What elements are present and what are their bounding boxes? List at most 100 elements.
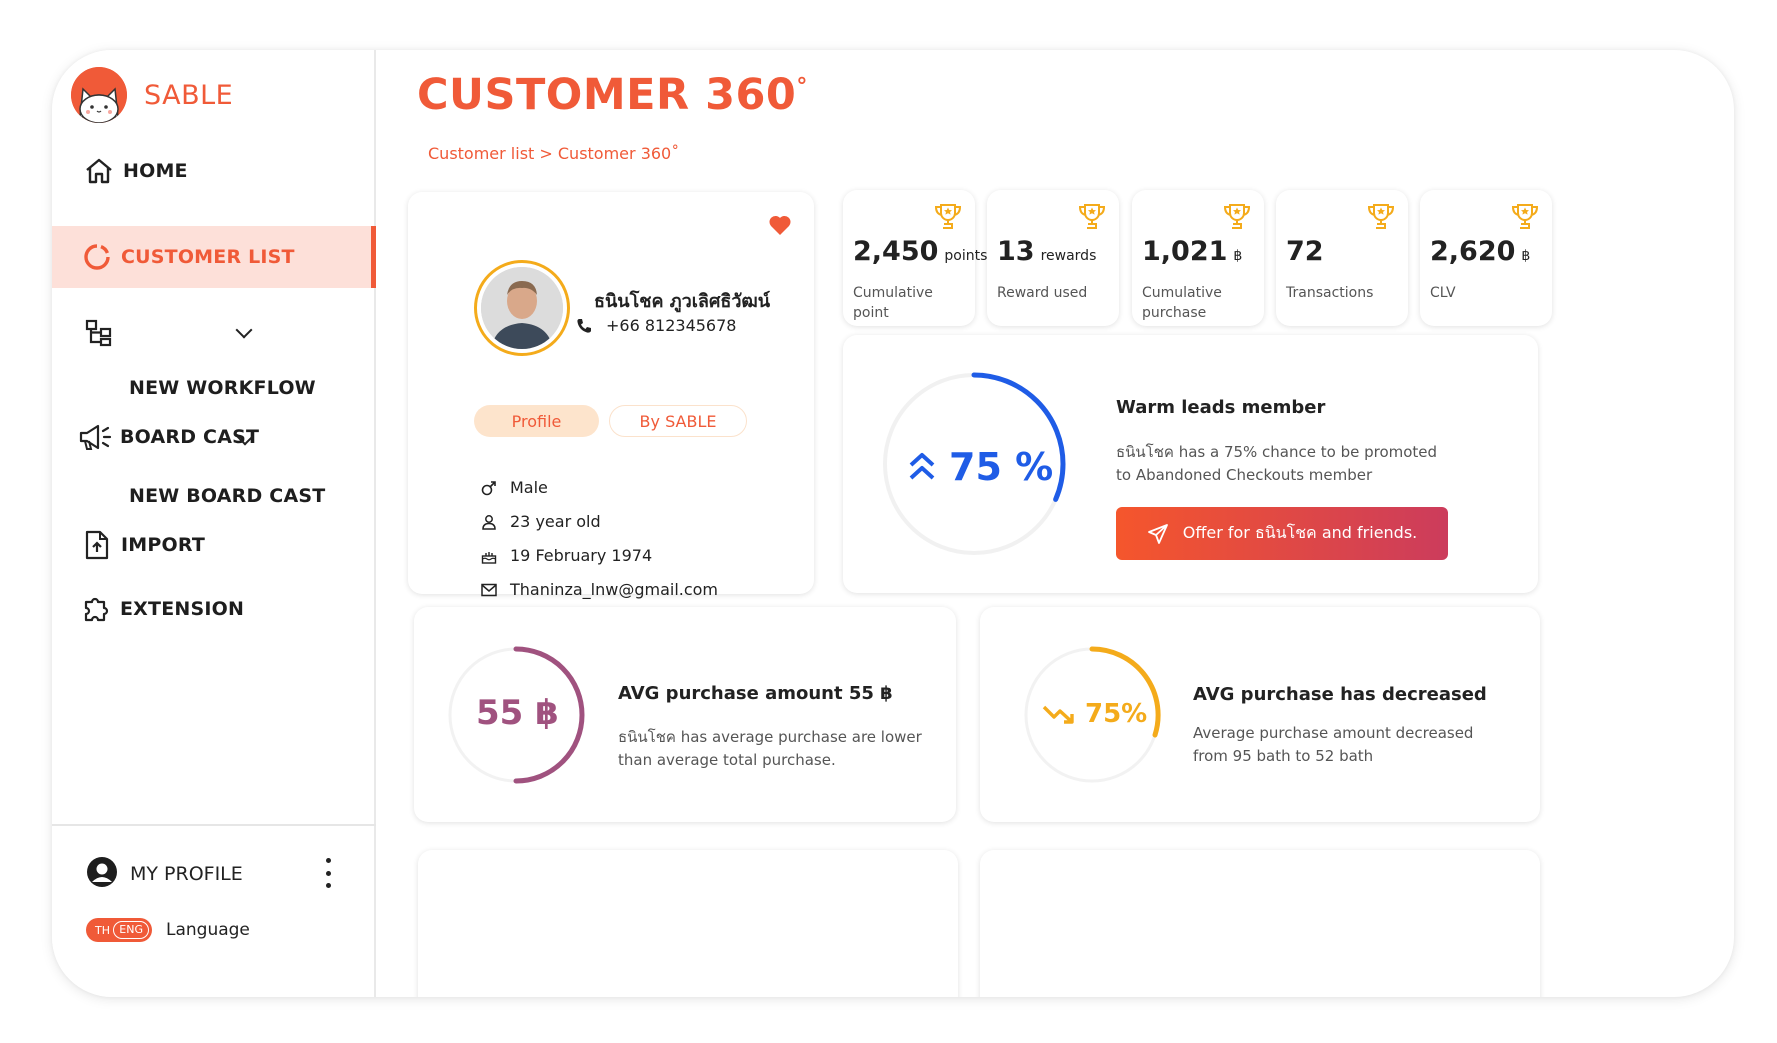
avatar	[474, 260, 570, 356]
stat-unit: ฿	[1521, 248, 1531, 264]
avg-decrease-card: 75% AVG purchase has decreased Average p…	[980, 607, 1540, 822]
file-upload-icon	[80, 528, 114, 562]
trophy-icon	[934, 204, 962, 229]
avg-amount-card: 55 ฿ AVG purchase amount 55 ฿ ธนินโชค ha…	[414, 607, 956, 822]
offer-button-label: Offer for ธนินโชค and friends.	[1182, 523, 1418, 542]
app-window: SABLE HOME CUSTOMER LIST NEW WORKFLOW	[52, 50, 1734, 997]
male-icon	[480, 479, 498, 497]
email-row: Thaninza_lnw@gmail.com	[480, 580, 718, 599]
avg-amount-desc: ธนินโชค has average purchase are lower t…	[618, 728, 922, 769]
page-title: CUSTOMER 360°	[417, 70, 808, 120]
birthday-row: 19 February 1974	[480, 546, 652, 565]
person-icon	[480, 513, 498, 531]
my-profile-label: MY PROFILE	[130, 863, 243, 885]
pie-chart-icon	[80, 240, 114, 274]
home-icon	[82, 154, 116, 188]
tab-profile[interactable]: Profile	[474, 405, 599, 437]
bottom-card-left	[418, 850, 958, 997]
lang-th: TH	[95, 923, 110, 937]
send-icon	[1147, 523, 1168, 544]
customer-profile-card: ธนินโชค ภูวเลิศธิวัฒน์ +66 812345678 Pro…	[408, 192, 814, 599]
nav-extension-label: EXTENSION	[120, 598, 245, 620]
stat-value: 2,620 ฿	[1430, 236, 1531, 267]
megaphone-icon	[78, 420, 112, 454]
stat-value: 2,450 points	[853, 236, 988, 267]
nav-import-label: IMPORT	[121, 534, 205, 556]
stat-label: Reward used	[997, 285, 1088, 301]
cake-icon	[480, 547, 498, 565]
stat-unit: ฿	[1233, 248, 1243, 264]
trophy-icon	[1223, 204, 1251, 229]
workflow-icon	[82, 316, 116, 350]
avg-decrease-percent: 75%	[1042, 699, 1147, 729]
warm-leads-ring	[882, 372, 1066, 556]
nav-board-cast-label: BOARD CAST	[120, 426, 260, 448]
stat-value: 13 rewards	[997, 236, 1097, 267]
stat-value: 1,021 ฿	[1142, 236, 1243, 267]
heart-icon[interactable]	[768, 214, 792, 236]
nav-import[interactable]: IMPORT	[80, 528, 205, 562]
customer-phone: +66 812345678	[576, 316, 736, 335]
age-value: 23 year old	[510, 512, 601, 531]
avatar-photo	[481, 267, 563, 349]
nav-home-label: HOME	[123, 160, 188, 182]
sidebar-divider	[52, 824, 376, 826]
warm-leads-title: Warm leads member	[1116, 397, 1326, 418]
more-options-icon[interactable]	[323, 858, 333, 888]
stat-unit: points	[944, 248, 988, 264]
customer-name: ธนินโชค ภูวเลิศธิวัฒน์	[594, 291, 771, 312]
sidebar: SABLE HOME CUSTOMER LIST NEW WORKFLOW	[52, 50, 376, 997]
language-label: Language	[166, 920, 250, 940]
puzzle-icon	[80, 592, 114, 626]
tab-by-sable[interactable]: By SABLE	[609, 405, 747, 437]
stat-unit: rewards	[1040, 248, 1097, 264]
avg-amount-ring	[448, 646, 585, 784]
gender-value: Male	[510, 478, 548, 497]
nav-workflow[interactable]	[82, 316, 262, 350]
nav-customer-list-label: CUSTOMER LIST	[121, 246, 295, 268]
phone-icon	[577, 318, 591, 333]
nav-new-workflow[interactable]: NEW WORKFLOW	[129, 377, 316, 399]
warm-leads-desc: ธนินโชค has a 75% chance to be promoted …	[1116, 443, 1438, 484]
stat-label: Cumulative point	[853, 285, 933, 321]
trophy-icon	[1511, 204, 1539, 229]
brand-name: SABLE	[144, 79, 234, 111]
age-row: 23 year old	[480, 512, 601, 531]
stat-card: 13 rewards Reward used	[987, 190, 1119, 326]
avg-amount-value: 55 ฿	[476, 693, 559, 733]
email-value[interactable]: Thaninza_lnw@gmail.com	[510, 580, 719, 599]
warm-leads-card: 75 % Warm leads member ธนินโชค has a 75%…	[843, 335, 1538, 593]
trophy-icon	[1078, 204, 1106, 229]
nav-board-cast[interactable]: BOARD CAST	[78, 420, 259, 454]
avg-decrease-title: AVG purchase has decreased	[1193, 684, 1487, 705]
stat-value: 72	[1286, 236, 1324, 267]
birthday-value: 19 February 1974	[510, 546, 653, 565]
language-row: TH ENG Language	[86, 918, 250, 942]
nav-extension[interactable]: EXTENSION	[80, 592, 244, 626]
my-profile[interactable]: MY PROFILE	[86, 856, 243, 892]
trend-down-icon	[1042, 705, 1074, 724]
lang-eng: ENG	[113, 921, 149, 939]
bottom-card-right	[980, 850, 1540, 997]
stat-label: CLV	[1430, 285, 1456, 301]
mail-icon	[480, 581, 498, 599]
brand[interactable]: SABLE	[71, 67, 233, 123]
nav-new-board-cast[interactable]: NEW BOARD CAST	[129, 485, 326, 507]
breadcrumb[interactable]: Customer list > Customer 360˚	[428, 144, 680, 163]
stat-card: 2,450 points Cumulative point	[843, 190, 987, 326]
language-toggle[interactable]: TH ENG	[86, 918, 152, 942]
avg-decrease-desc: Average purchase amount decreased from 9…	[1193, 724, 1474, 765]
stat-card: 72 Transactions	[1276, 190, 1408, 326]
stat-label: Transactions	[1286, 285, 1374, 301]
warm-leads-percent: 75 %	[907, 445, 1053, 489]
trophy-icon	[1367, 204, 1395, 229]
offer-button[interactable]: Offer for ธนินโชค and friends.	[1116, 507, 1448, 560]
user-avatar-icon	[86, 856, 118, 892]
nav-home[interactable]: HOME	[82, 154, 188, 188]
double-chevron-up-icon	[909, 453, 935, 480]
cat-logo-icon	[71, 67, 127, 123]
stat-card: 1,021 ฿ Cumulative purchase	[1132, 190, 1264, 326]
stat-label: Cumulative purchase	[1142, 285, 1222, 321]
stat-card: 2,620 ฿ CLV	[1420, 190, 1552, 326]
nav-customer-list[interactable]: CUSTOMER LIST	[52, 226, 376, 288]
